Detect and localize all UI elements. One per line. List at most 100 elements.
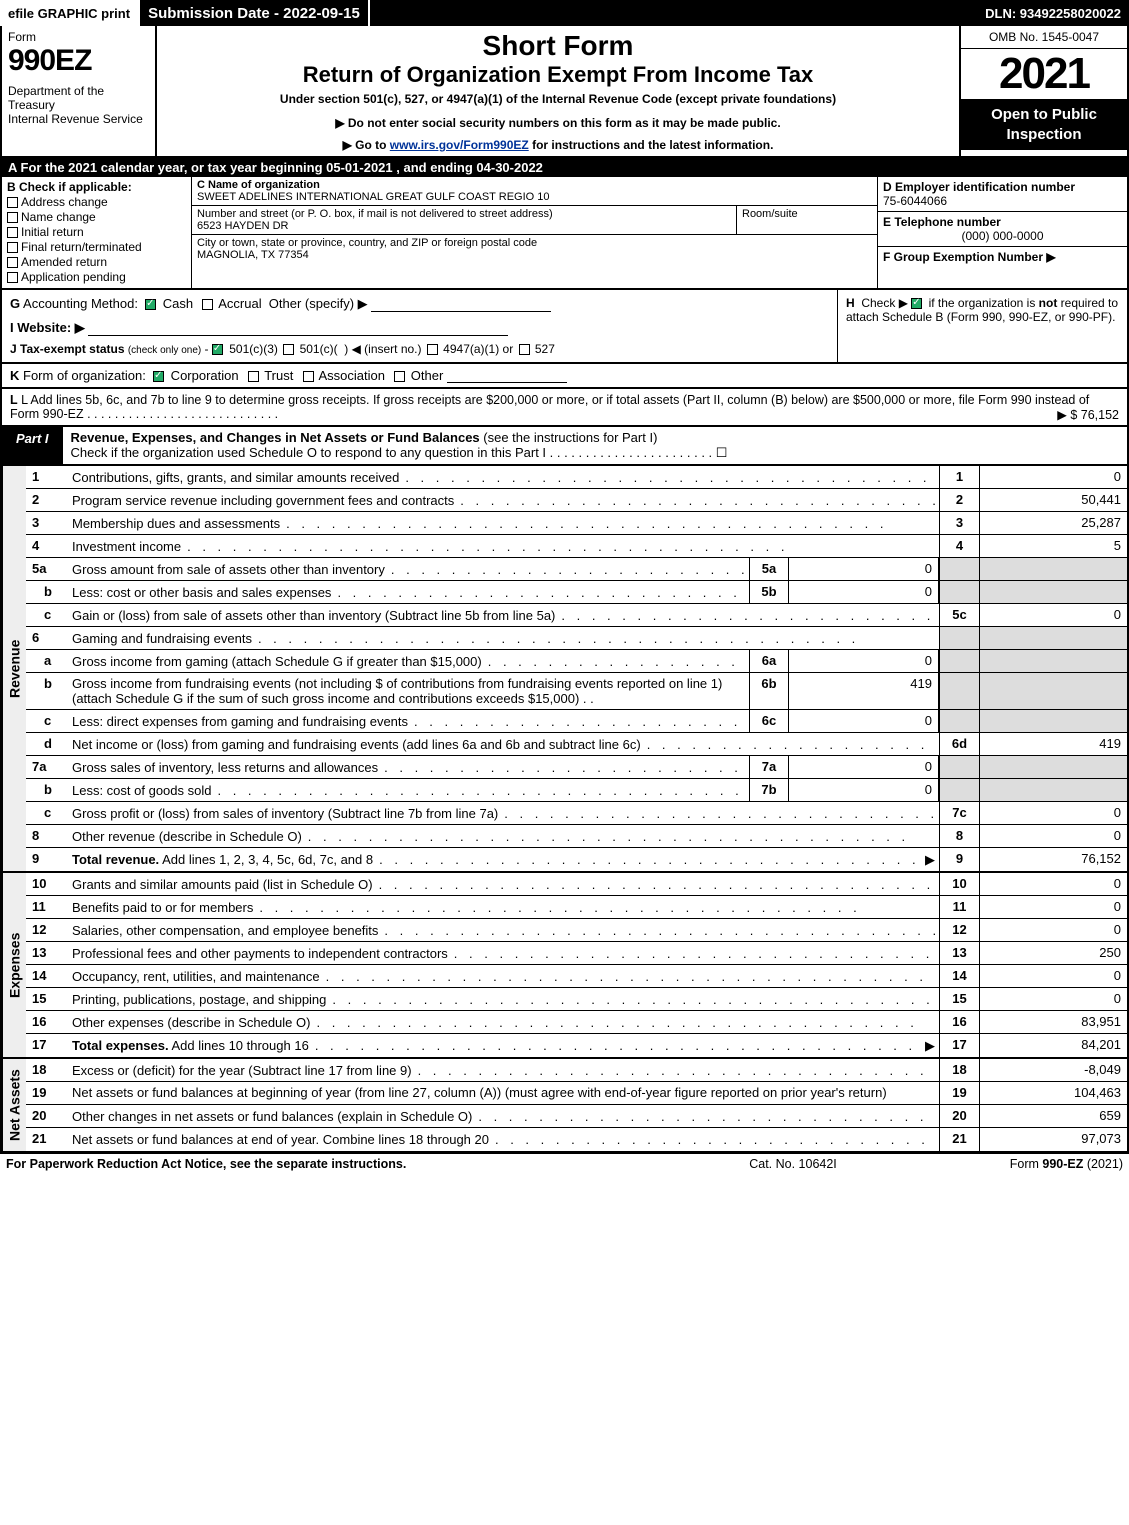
trust-checkbox[interactable] <box>248 371 259 382</box>
row-desc: Program service revenue including govern… <box>68 489 939 511</box>
line-g: G Accounting Method: Cash Accrual Other … <box>10 296 829 312</box>
right-line-num: 8 <box>939 825 979 847</box>
table-row: 18Excess or (deficit) for the year (Subt… <box>26 1059 1127 1082</box>
leader-dots: . . . . . . . . . . . . . . . . . . . . … <box>379 852 921 867</box>
phone-block: E Telephone number (000) 000-0000 <box>878 212 1127 247</box>
city-label: City or town, state or province, country… <box>197 237 537 249</box>
website-blank[interactable] <box>88 323 508 336</box>
right-line-val: 76,152 <box>979 848 1127 871</box>
table-row: 8Other revenue (describe in Schedule O).… <box>26 825 1127 848</box>
checkbox-icon[interactable] <box>7 257 18 268</box>
org-addr-row: Number and street (or P. O. box, if mail… <box>192 206 877 235</box>
row-desc: Gross profit or (loss) from sales of inv… <box>68 802 939 824</box>
b-option[interactable]: Amended return <box>7 255 186 269</box>
row-desc: Less: direct expenses from gaming and fu… <box>68 710 749 732</box>
b-option[interactable]: Final return/terminated <box>7 240 186 254</box>
right-line-num: 3 <box>939 512 979 534</box>
right-line-val: 0 <box>979 896 1127 918</box>
form-header: Form 990EZ Department of the Treasury In… <box>0 26 1129 158</box>
corp-checkbox[interactable] <box>153 371 164 382</box>
row-desc: Gaming and fundraising events. . . . . .… <box>68 627 939 649</box>
right-line-num: 1 <box>939 466 979 488</box>
org-street: Number and street (or P. O. box, if mail… <box>192 206 737 234</box>
leader-dots: . . . . . . . . . . . . . . . . . . . . … <box>495 1132 935 1147</box>
row-desc: Net assets or fund balances at beginning… <box>68 1082 939 1104</box>
irs-link[interactable]: www.irs.gov/Form990EZ <box>390 138 529 152</box>
right-line-val: 0 <box>979 965 1127 987</box>
addr-label: Number and street (or P. O. box, if mail… <box>197 208 553 220</box>
part-title: Revenue, Expenses, and Changes in Net As… <box>71 430 480 445</box>
ein-value: 75-6044066 <box>883 194 947 208</box>
org-city-row: City or town, state or province, country… <box>192 235 877 288</box>
501c3-checkbox[interactable] <box>212 344 223 355</box>
arrow-icon: ▶ <box>925 852 935 868</box>
row-desc: Net assets or fund balances at end of ye… <box>68 1128 939 1151</box>
submission-date: Submission Date - 2022-09-15 <box>140 0 370 26</box>
header-center: Short Form Return of Organization Exempt… <box>157 26 959 156</box>
accrual-checkbox[interactable] <box>202 299 213 310</box>
leader-dots: . . . . . . . . . . . . . . . . . . . . … <box>337 585 745 600</box>
checkbox-icon[interactable] <box>7 212 18 223</box>
leader-dots: . . . . . . . . . . . . . . . . . . . . … <box>405 470 935 485</box>
b-option[interactable]: Application pending <box>7 270 186 284</box>
table-row: cGross profit or (loss) from sales of in… <box>26 802 1127 825</box>
row-desc: Other changes in net assets or fund bala… <box>68 1105 939 1127</box>
checkbox-icon[interactable] <box>7 227 18 238</box>
right-line-val <box>979 710 1127 732</box>
b-option[interactable]: Initial return <box>7 225 186 239</box>
right-line-val: 0 <box>979 466 1127 488</box>
row-number: 16 <box>26 1011 68 1033</box>
org-info-block: B Check if applicable: Address changeNam… <box>0 177 1129 290</box>
other-method-blank[interactable] <box>371 299 551 312</box>
right-line-val: 97,073 <box>979 1128 1127 1151</box>
table-row: 16Other expenses (describe in Schedule O… <box>26 1011 1127 1034</box>
checkbox-icon[interactable] <box>7 272 18 283</box>
b-header: B Check if applicable: <box>7 180 186 194</box>
right-line-val: 0 <box>979 825 1127 847</box>
efile-print-label[interactable]: efile GRAPHIC print <box>0 0 140 26</box>
footer-right-bold: 990-EZ <box>1042 1157 1083 1171</box>
city-value: MAGNOLIA, TX 77354 <box>197 249 309 261</box>
other-org-checkbox[interactable] <box>394 371 405 382</box>
checkbox-icon[interactable] <box>7 242 18 253</box>
leader-dots: . . . . . . . . . . . . . . . . . . . . … <box>286 516 935 531</box>
501c-checkbox[interactable] <box>283 344 294 355</box>
table-row: 10Grants and similar amounts paid (list … <box>26 873 1127 896</box>
table-row: bLess: cost or other basis and sales exp… <box>26 581 1127 604</box>
b-option[interactable]: Name change <box>7 210 186 224</box>
table-row: 21Net assets or fund balances at end of … <box>26 1128 1127 1151</box>
table-row: 19Net assets or fund balances at beginni… <box>26 1082 1127 1105</box>
row-desc: Professional fees and other payments to … <box>68 942 939 964</box>
inner-line-val: 0 <box>789 650 939 672</box>
assoc-checkbox[interactable] <box>303 371 314 382</box>
row-desc: Contributions, gifts, grants, and simila… <box>68 466 939 488</box>
f-label: F Group Exemption Number ▶ <box>883 250 1056 264</box>
footer-right-post: (2021) <box>1083 1157 1123 1171</box>
subtitle-2: ▶ Do not enter social security numbers o… <box>165 116 951 130</box>
right-line-val: 0 <box>979 802 1127 824</box>
row-desc: Gross income from fundraising events (no… <box>68 673 749 709</box>
expenses-rows: 10Grants and similar amounts paid (list … <box>26 873 1127 1057</box>
table-row: 12Salaries, other compensation, and empl… <box>26 919 1127 942</box>
checkbox-icon[interactable] <box>7 197 18 208</box>
row-desc: Excess or (deficit) for the year (Subtra… <box>68 1059 939 1081</box>
right-line-num <box>939 779 979 801</box>
h-checkbox[interactable] <box>911 298 922 309</box>
b-option[interactable]: Address change <box>7 195 186 209</box>
cash-checkbox[interactable] <box>145 299 156 310</box>
col-c-org: C Name of organization SWEET ADELINES IN… <box>192 177 877 288</box>
right-line-num: 4 <box>939 535 979 557</box>
part-sub: (see the instructions for Part I) <box>480 430 658 445</box>
line-a: A For the 2021 calendar year, or tax yea… <box>0 158 1129 177</box>
leader-dots: . . . . . . . . . . . . . . . . . . . . … <box>454 946 935 961</box>
527-checkbox[interactable] <box>519 344 530 355</box>
row-desc: Other revenue (describe in Schedule O). … <box>68 825 939 847</box>
row-desc: Gross amount from sale of assets other t… <box>68 558 749 580</box>
right-line-num: 18 <box>939 1059 979 1081</box>
subtitle-3: ▶ Go to www.irs.gov/Form990EZ for instru… <box>165 138 951 152</box>
right-line-val: 50,441 <box>979 489 1127 511</box>
inner-line-num: 5a <box>749 558 789 580</box>
4947-checkbox[interactable] <box>427 344 438 355</box>
other-org-blank[interactable] <box>447 370 567 383</box>
right-line-num: 17 <box>939 1034 979 1057</box>
